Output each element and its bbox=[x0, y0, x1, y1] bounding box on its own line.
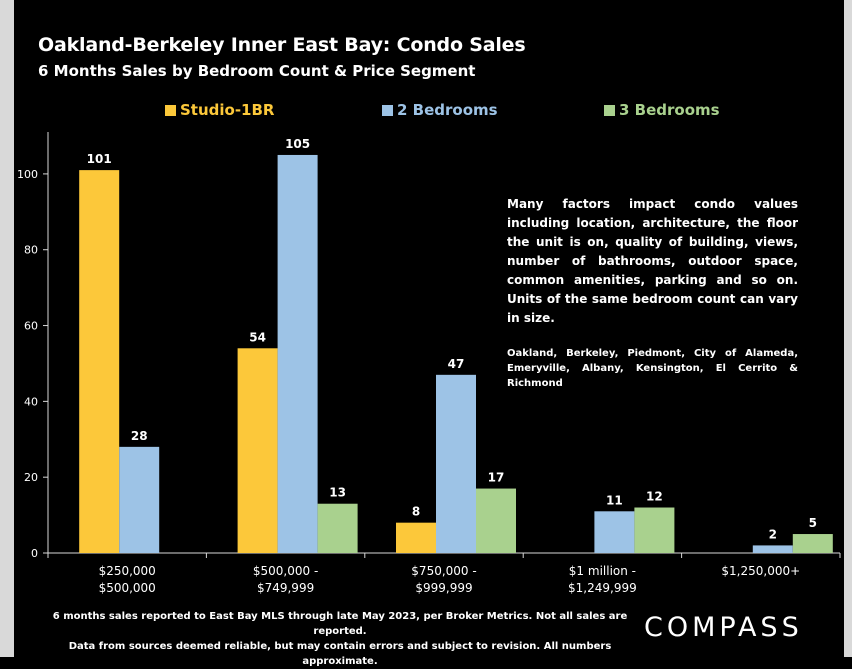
legend-label-studio-1br: Studio-1BR bbox=[180, 101, 275, 119]
bar-studio-1br bbox=[396, 522, 436, 553]
x-tick-label: $250,000 bbox=[99, 564, 156, 578]
bar-2-bedrooms bbox=[752, 545, 793, 553]
legend-label-2-bedrooms: 2 Bedrooms bbox=[397, 101, 498, 119]
data-label: 54 bbox=[249, 330, 266, 344]
bar-2-bedrooms bbox=[594, 511, 635, 553]
data-label: 105 bbox=[285, 137, 310, 151]
bar-3-bedrooms bbox=[792, 534, 833, 553]
x-tick-label: $500,000 - bbox=[253, 564, 318, 578]
bar-3-bedrooms bbox=[634, 507, 675, 553]
x-tick-label: $749,999 bbox=[257, 581, 314, 595]
footer-note: 6 months sales reported to East Bay MLS … bbox=[40, 609, 640, 669]
y-tick-label: 40 bbox=[24, 395, 38, 408]
data-label: 11 bbox=[606, 493, 623, 507]
compass-logo: COMPASS bbox=[644, 612, 803, 643]
legend-swatch-3-bedrooms bbox=[604, 104, 615, 116]
legend-swatch-2-bedrooms bbox=[382, 104, 393, 116]
legend-item-3-bedrooms: 3 Bedrooms bbox=[604, 101, 720, 119]
bar-2-bedrooms bbox=[119, 446, 160, 553]
legend-item-2-bedrooms: 2 Bedrooms bbox=[382, 101, 498, 119]
x-tick-label: $1 million - bbox=[569, 564, 636, 578]
x-tick-label: $1,249,999 bbox=[568, 581, 637, 595]
data-label: 47 bbox=[448, 357, 465, 371]
data-label: 5 bbox=[809, 516, 817, 530]
y-tick-label: 0 bbox=[31, 547, 38, 560]
x-tick-label: $999,999 bbox=[415, 581, 472, 595]
x-tick-label: $750,000 - bbox=[411, 564, 476, 578]
left-border bbox=[0, 0, 14, 657]
chart-title: Oakland-Berkeley Inner East Bay: Condo S… bbox=[38, 34, 526, 56]
footer-line-2: Data from sources deemed reliable, but m… bbox=[68, 641, 612, 667]
chart-subtitle: 6 Months Sales by Bedroom Count & Price … bbox=[38, 62, 476, 80]
legend-label-3-bedrooms: 3 Bedrooms bbox=[619, 101, 720, 119]
bar-3-bedrooms bbox=[317, 503, 358, 553]
data-label: 13 bbox=[329, 486, 346, 500]
footer-line-1: 6 months sales reported to East Bay MLS … bbox=[52, 611, 628, 637]
y-tick-label: 80 bbox=[24, 244, 38, 257]
bar-studio-1br bbox=[79, 170, 120, 554]
legend-item-studio-1br: Studio-1BR bbox=[165, 101, 274, 119]
data-label: 12 bbox=[646, 490, 663, 504]
bar-2-bedrooms bbox=[277, 154, 318, 554]
bar-2-bedrooms bbox=[436, 374, 476, 553]
bar-chart: 0 20 40 60 80 100 $250,000 $500,000 $500,000 - $7… bbox=[17, 132, 841, 595]
areas-note: Oakland, Berkeley, Piedmont, City of Ala… bbox=[507, 348, 798, 389]
data-label: 17 bbox=[488, 471, 505, 485]
legend-swatch-studio-1br bbox=[165, 104, 176, 116]
y-tick-label: 100 bbox=[17, 168, 38, 181]
bar-studio-1br bbox=[237, 348, 278, 553]
right-border bbox=[844, 0, 852, 657]
data-label: 2 bbox=[769, 527, 777, 541]
bar-3-bedrooms bbox=[476, 488, 516, 553]
data-label: 28 bbox=[131, 429, 148, 443]
data-label: 101 bbox=[87, 152, 112, 166]
y-tick-label: 60 bbox=[24, 320, 38, 333]
data-label: 8 bbox=[412, 505, 420, 519]
x-tick-label: $500,000 bbox=[99, 581, 156, 595]
factors-note: Many factors impact condo values includi… bbox=[507, 197, 798, 325]
y-tick-label: 20 bbox=[24, 471, 38, 484]
x-tick-label: $1,250,000+ bbox=[721, 564, 800, 578]
